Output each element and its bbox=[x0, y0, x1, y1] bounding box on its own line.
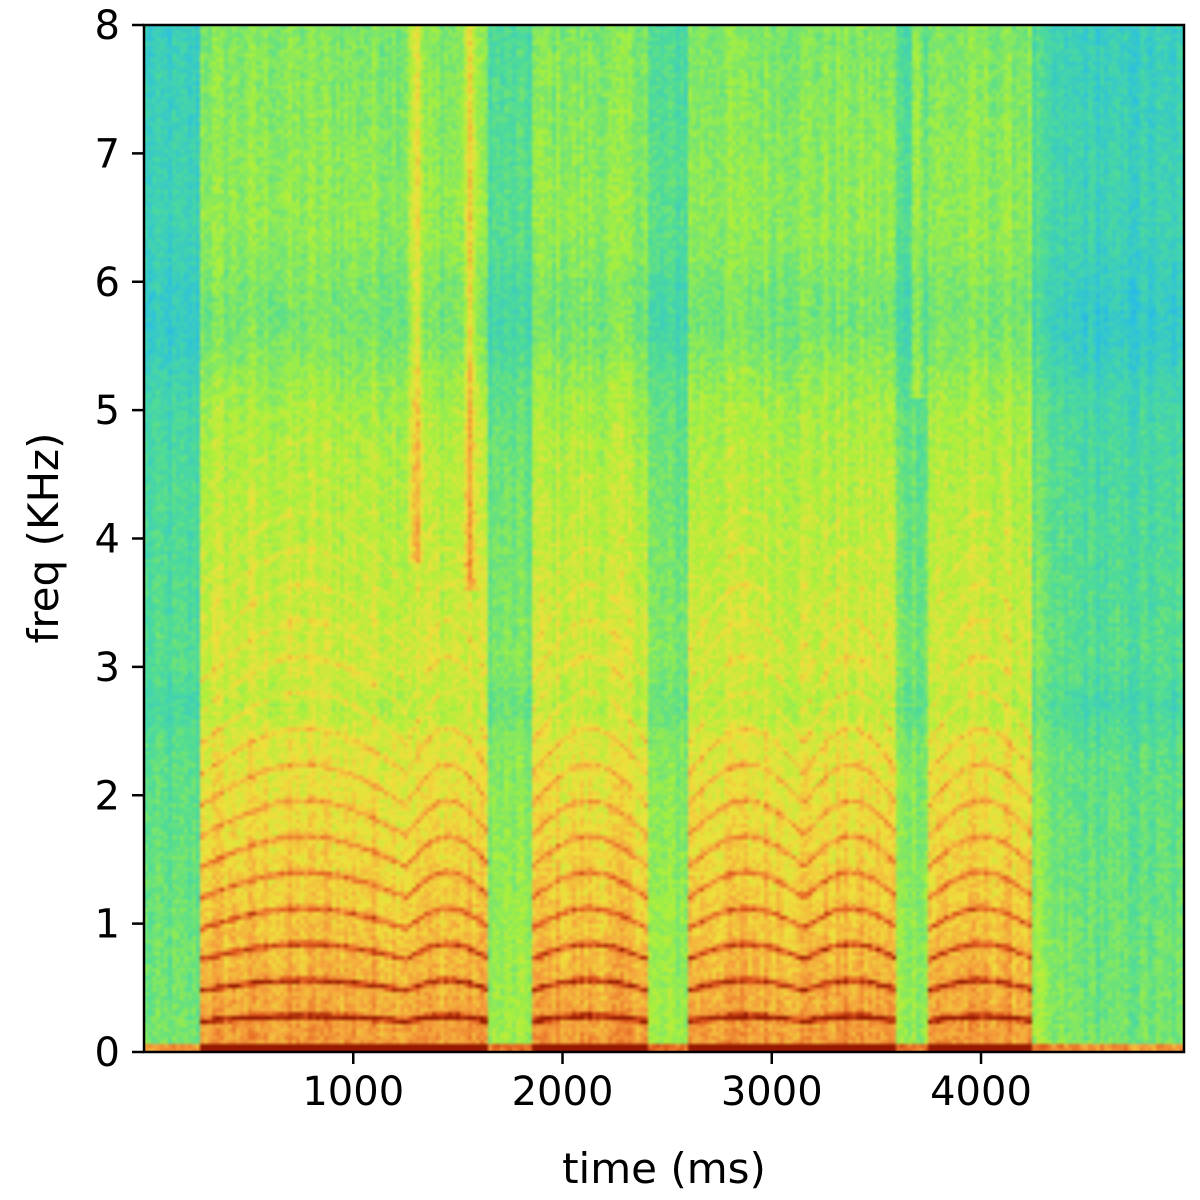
y-tick-label: 0 bbox=[95, 1030, 120, 1076]
y-tick-label: 5 bbox=[95, 388, 120, 434]
y-tick-label: 8 bbox=[95, 3, 120, 49]
x-axis-label: time (ms) bbox=[562, 1144, 766, 1193]
y-tick-label: 7 bbox=[95, 131, 120, 177]
spectrogram-plot-area bbox=[144, 25, 1184, 1052]
y-axis: 0 1 2 3 4 5 6 7 8 bbox=[95, 3, 144, 1076]
x-axis: 1000 2000 3000 4000 bbox=[302, 1052, 1032, 1115]
y-axis-label: freq (KHz) bbox=[19, 433, 68, 644]
y-tick-label: 6 bbox=[95, 260, 120, 306]
x-tick-label: 4000 bbox=[930, 1069, 1032, 1115]
x-tick-label: 2000 bbox=[512, 1069, 614, 1115]
x-tick-label: 1000 bbox=[302, 1069, 404, 1115]
spectrogram-image bbox=[144, 25, 1184, 1052]
y-tick-label: 3 bbox=[95, 645, 120, 691]
y-tick-label: 2 bbox=[95, 773, 120, 819]
x-tick-label: 3000 bbox=[721, 1069, 823, 1115]
y-tick-label: 4 bbox=[95, 517, 120, 563]
y-tick-label: 1 bbox=[95, 902, 120, 948]
